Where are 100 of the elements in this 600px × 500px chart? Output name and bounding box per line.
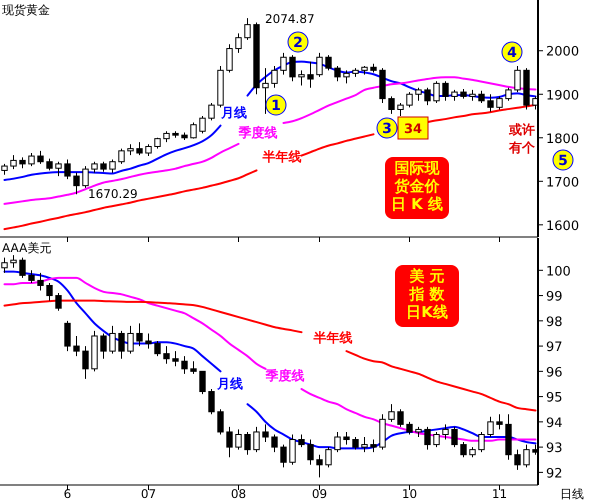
candlestick: [478, 90, 485, 104]
candlestick: [334, 65, 341, 82]
candlestick: [289, 54, 296, 82]
annotation: 美 元: [408, 267, 445, 285]
candlestick: [433, 431, 440, 448]
candlestick: [46, 282, 53, 302]
y-tick-label: 1700: [546, 175, 580, 190]
y-tick-label: 98: [546, 314, 563, 330]
candlestick: [514, 449, 521, 470]
annotation: 1670.29: [88, 187, 138, 201]
candlestick: [19, 257, 26, 278]
series-label: 季度线: [238, 125, 278, 141]
candlestick: [397, 408, 404, 428]
candlestick: [424, 426, 431, 450]
x-tick-label: 11: [492, 487, 508, 500]
candlestick: [226, 44, 233, 73]
candlestick: [460, 442, 467, 458]
candlestick: [235, 32, 242, 54]
candlestick: [163, 130, 170, 143]
candlestick: [415, 426, 422, 438]
candlestick: [505, 87, 512, 102]
series-label: 月线: [216, 377, 243, 392]
x-tick-label: 09: [312, 487, 328, 500]
candlestick: [145, 144, 152, 157]
candlestick: [10, 254, 17, 268]
annotation: 国际现: [394, 159, 440, 177]
candlestick: [442, 80, 449, 102]
candlestick: [370, 439, 377, 453]
candlestick: [343, 70, 350, 84]
candlestick: [406, 421, 413, 435]
candlestick: [280, 52, 287, 76]
candlestick: [100, 332, 107, 360]
series-label: 季度线: [264, 368, 304, 384]
candlestick: [496, 96, 503, 110]
candlestick: [82, 346, 89, 380]
candlestick: [262, 424, 269, 443]
x-axis-title: 日线: [560, 487, 584, 500]
annotation: 货金价: [394, 177, 440, 195]
candlestick: [316, 454, 323, 478]
candlestick: [442, 424, 449, 440]
candlestick: [361, 436, 368, 453]
candlestick: [190, 122, 197, 140]
candlestick: [523, 444, 530, 468]
annotation: 1: [271, 98, 281, 114]
candlestick: [55, 161, 62, 177]
candlestick: [433, 80, 440, 104]
candlestick: [271, 65, 278, 88]
candlestick: [298, 70, 305, 86]
candlestick: [262, 68, 269, 114]
candlestick: [388, 404, 395, 422]
candlestick: [325, 446, 332, 468]
candlestick: [64, 320, 71, 352]
candlestick: [109, 325, 116, 354]
candlestick: [208, 388, 215, 415]
x-tick-label: 07: [140, 487, 156, 500]
annotation: 日 K 线: [390, 195, 444, 213]
candlestick: [478, 431, 485, 453]
candlestick: [199, 370, 206, 395]
candlestick: [199, 116, 206, 134]
candlestick: [217, 408, 224, 435]
y-tick-label: 99: [546, 290, 563, 305]
candlestick: [91, 161, 98, 174]
candlestick: [73, 335, 80, 357]
candlestick: [487, 416, 494, 438]
candlestick: [487, 94, 494, 112]
candlestick: [469, 446, 476, 458]
annotation: 日K线: [406, 303, 448, 321]
candlestick: [136, 322, 143, 347]
candlestick: [64, 159, 71, 180]
candlestick: [289, 434, 296, 466]
candlestick: [514, 65, 521, 93]
candlestick: [118, 148, 125, 164]
y-tick-label: 97: [546, 340, 563, 356]
candlestick: [145, 332, 152, 350]
candlestick: [343, 431, 350, 446]
annotation: 2074.87: [265, 12, 315, 26]
y-tick-label: 100: [546, 264, 571, 280]
candlestick: [316, 52, 323, 78]
candlestick: [397, 102, 404, 117]
candlestick: [28, 270, 35, 284]
y-tick-label: 96: [546, 365, 563, 380]
candlestick: [271, 434, 278, 453]
candlestick: [181, 356, 188, 374]
candlestick: [46, 158, 53, 171]
candlestick: [307, 439, 314, 466]
candlestick: [55, 292, 62, 312]
annotation: 34: [404, 122, 422, 137]
candlestick: [496, 414, 503, 430]
candlestick: [235, 428, 242, 450]
candlestick: [307, 61, 314, 88]
candlestick: [253, 426, 260, 453]
annotation: 3: [382, 121, 392, 137]
candlestick: [154, 340, 161, 357]
y-tick-label: 1600: [546, 218, 580, 234]
annotation: 4: [507, 45, 518, 61]
x-tick-label: 08: [230, 487, 246, 500]
candlestick: [82, 166, 89, 188]
candlestick: [388, 96, 395, 114]
y-tick-label: 95: [546, 390, 563, 406]
candlestick: [190, 360, 197, 374]
